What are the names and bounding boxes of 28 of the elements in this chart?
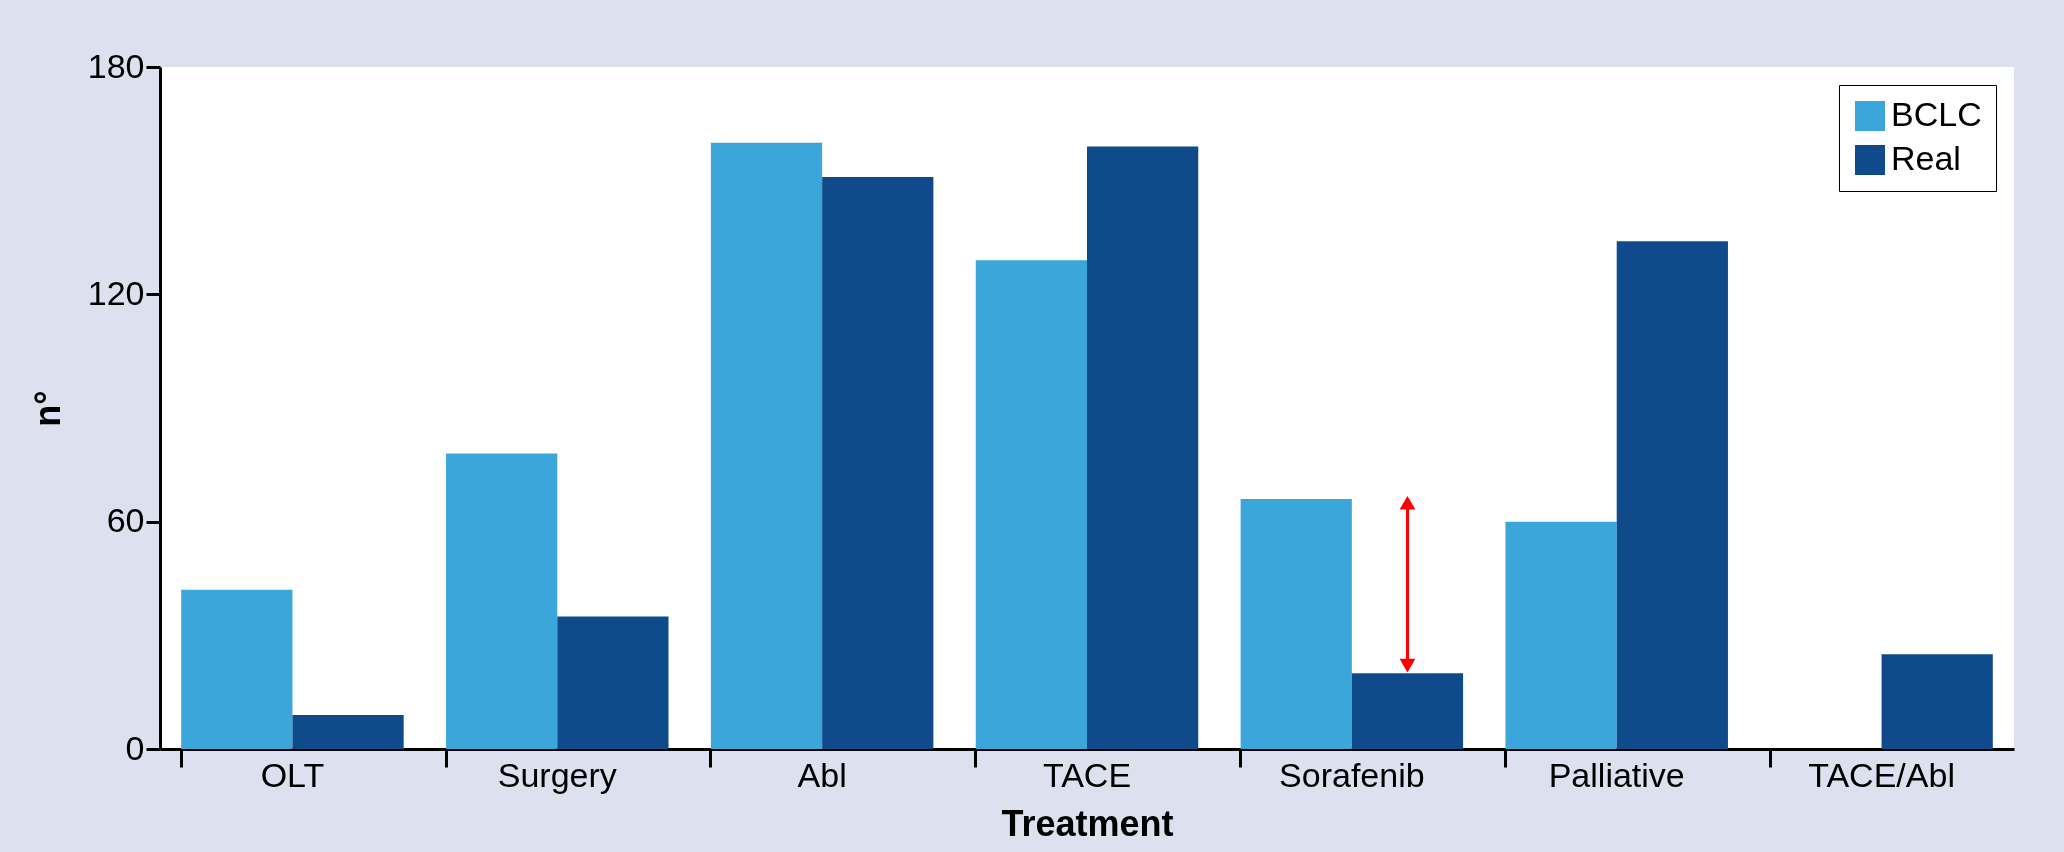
x-tick-label: Surgery <box>497 755 617 794</box>
bar <box>710 142 823 749</box>
bar <box>975 260 1087 749</box>
bar <box>1087 146 1199 749</box>
bar <box>446 453 558 749</box>
bar <box>557 616 669 749</box>
bar <box>1351 673 1464 749</box>
bar <box>822 176 934 749</box>
x-tick-label: Palliative <box>1548 755 1685 794</box>
y-tick-label: 120 <box>87 273 145 312</box>
y-tick-label: 0 <box>125 728 145 767</box>
x-tick-label: TACE <box>1042 755 1132 794</box>
y-tick-label: 180 <box>87 46 145 85</box>
bar <box>1505 521 1617 749</box>
bar <box>292 714 404 749</box>
bar <box>1881 654 1993 749</box>
bar <box>1616 241 1728 749</box>
y-axis-title: n° <box>26 390 68 427</box>
legend-label: Real <box>1891 139 1961 177</box>
x-tick-label: Sorafenib <box>1279 755 1425 794</box>
x-tick-label: TACE/Abl <box>1808 755 1955 794</box>
bar <box>181 589 293 749</box>
x-axis-title: Treatment <box>1001 802 1174 844</box>
x-tick-label: Abl <box>797 755 847 794</box>
legend-label: BCLC <box>1891 95 1982 133</box>
bar <box>1240 498 1352 749</box>
x-tick-label: OLT <box>260 755 325 794</box>
y-tick-label: 60 <box>106 501 145 540</box>
